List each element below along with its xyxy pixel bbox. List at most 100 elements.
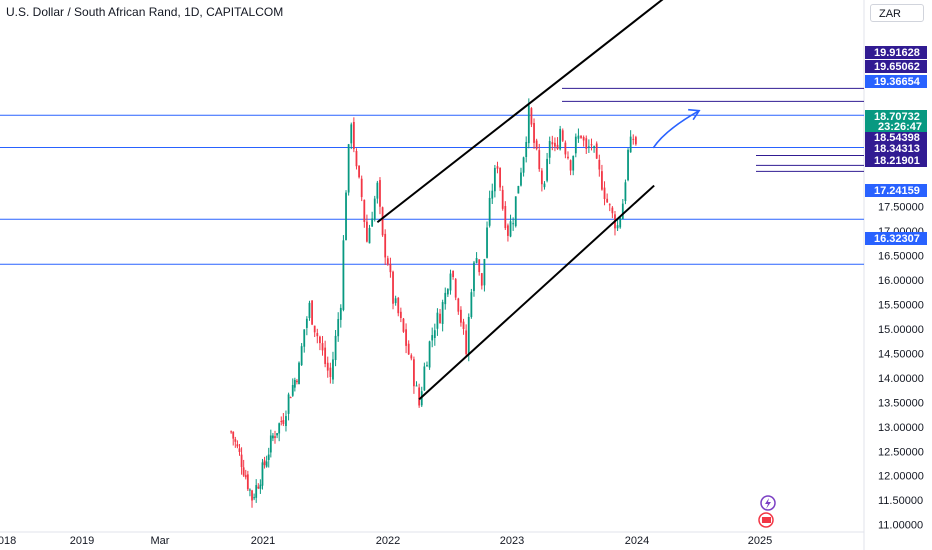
candle-body <box>632 138 635 140</box>
candle-body <box>603 187 606 199</box>
candle-body <box>548 140 551 158</box>
candle-body <box>366 221 368 242</box>
candle-body <box>230 431 233 433</box>
candle-body <box>452 270 454 278</box>
candle-body <box>572 155 575 171</box>
candle-body <box>249 489 251 491</box>
candle-body <box>418 387 421 406</box>
candle-body <box>629 136 632 153</box>
candle-body <box>232 431 235 439</box>
candle-body <box>246 474 249 490</box>
candle-body <box>293 379 296 388</box>
price-tag <box>865 232 927 245</box>
price-tag-label: 19.36654 <box>874 76 921 88</box>
candle-body <box>540 170 543 185</box>
candle-body <box>329 367 332 378</box>
candle-body <box>611 207 614 214</box>
candle-body <box>634 137 637 145</box>
current-price-tag <box>865 110 927 132</box>
candle-body <box>384 233 387 258</box>
candle-body <box>593 146 595 148</box>
candle-body <box>595 143 598 159</box>
y-tick-label: 12.00000 <box>878 471 924 483</box>
candle-body <box>525 141 528 157</box>
candle-body <box>413 359 415 387</box>
candle-body <box>616 225 619 229</box>
candle-body <box>274 436 276 438</box>
candle-body <box>376 182 379 199</box>
candle-body <box>267 454 270 460</box>
candle-body <box>462 321 465 330</box>
current-price-label: 18.70732 <box>874 111 920 123</box>
candle-body <box>444 292 447 305</box>
candle-body <box>244 475 247 478</box>
candle-body <box>509 221 512 237</box>
price-tag <box>865 142 927 155</box>
candle-body <box>265 461 268 467</box>
candle-body <box>300 346 303 366</box>
candle-body <box>308 302 311 319</box>
candle-body <box>355 150 358 167</box>
x-tick-label: 2025 <box>748 535 772 547</box>
y-tick-label: 16.50000 <box>878 251 924 263</box>
candle-body <box>242 467 245 476</box>
candle-body <box>569 160 572 171</box>
candle-body <box>606 198 609 203</box>
candle-body <box>389 263 392 273</box>
chart-icons <box>758 495 776 528</box>
candle-body <box>319 336 321 344</box>
candle-body <box>394 298 397 304</box>
candle-body <box>276 433 278 436</box>
trend-drawings <box>376 0 701 401</box>
candle-body <box>263 460 266 466</box>
candle-body <box>567 156 569 159</box>
candle-body <box>337 319 340 337</box>
candle-body <box>311 300 313 325</box>
candle-body <box>324 347 327 364</box>
candle-body <box>473 262 475 292</box>
price-tag-label: 19.91628 <box>874 47 920 59</box>
candle-body <box>621 203 624 220</box>
candle-body <box>379 180 381 207</box>
candle-body <box>399 311 402 318</box>
projection-arrow <box>652 109 700 149</box>
horizontal-levels <box>0 87 864 265</box>
candle-body <box>285 416 287 427</box>
candle-body <box>619 217 622 228</box>
candle-body <box>556 144 559 150</box>
candle-body <box>486 227 488 258</box>
candle-body <box>238 448 241 452</box>
lightning-glyph <box>765 498 771 509</box>
candle-body <box>457 298 460 312</box>
candle-body <box>431 335 434 341</box>
candle-body <box>410 355 413 359</box>
candle-body <box>280 421 283 423</box>
candle-body <box>533 122 535 143</box>
candle-body <box>282 420 285 424</box>
candle-body <box>426 365 428 367</box>
candle-body <box>543 183 546 188</box>
currency-selector[interactable]: ZAR <box>870 4 924 22</box>
candle-body <box>627 149 629 181</box>
time-axis: 2018 2019 Mar 2021 2022 2023 2024 2025 <box>0 535 772 547</box>
y-tick-label: 11.00000 <box>878 520 923 532</box>
candle-body <box>499 167 501 188</box>
candle-body <box>234 439 237 442</box>
y-tick-label: 15.00000 <box>878 324 924 336</box>
candle-body <box>582 136 585 141</box>
candle-body <box>368 227 371 244</box>
price-tags: 19.91628 19.65062 19.36654 18.5439818.34313… <box>865 46 927 245</box>
candle-body <box>522 157 525 173</box>
price-tag-label: 19.65062 <box>874 61 920 73</box>
price-tag <box>865 131 927 144</box>
candle-body <box>326 362 329 371</box>
price-tag-label: 18.54398 <box>874 132 920 144</box>
y-tick-label: 13.00000 <box>878 422 924 434</box>
candle-body <box>332 359 334 380</box>
price-tag <box>865 184 927 197</box>
candle-body <box>303 329 306 347</box>
candle-body <box>358 165 360 178</box>
candle-body <box>475 258 478 263</box>
candle-body <box>504 206 507 229</box>
